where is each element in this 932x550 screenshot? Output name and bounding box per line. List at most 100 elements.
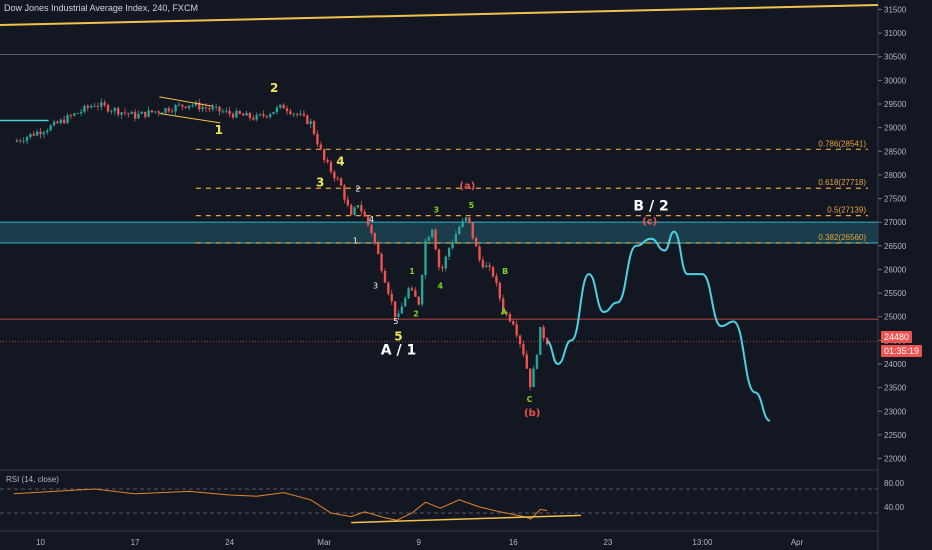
candle-body — [373, 233, 377, 243]
wave-label: 2 — [270, 81, 278, 95]
candle-body — [343, 185, 346, 200]
candle-body — [93, 105, 96, 107]
candle-body — [478, 246, 481, 261]
fib-level-label: 0.786(28541) — [818, 139, 866, 148]
candle-body — [56, 121, 59, 124]
candle-body — [221, 111, 225, 113]
candle-body — [238, 110, 241, 114]
wave-label: 4 — [438, 281, 444, 290]
candle-body — [329, 162, 333, 172]
y-tick-label: 28000 — [884, 171, 907, 180]
candle-body — [231, 113, 235, 118]
candle-body — [127, 113, 130, 115]
rsi-divergence-line — [351, 514, 581, 524]
candle-body — [441, 266, 444, 269]
wave-label: 4 — [336, 154, 344, 168]
fib-level-label: 0.5(27139) — [827, 206, 866, 215]
x-tick-label: 17 — [131, 538, 140, 547]
candle-body — [383, 270, 387, 283]
candle-body — [542, 327, 545, 339]
candle-body — [171, 111, 174, 113]
candle-body — [25, 136, 29, 141]
candle-body — [518, 335, 522, 345]
candle-body — [29, 133, 32, 137]
candle-body — [204, 107, 208, 109]
wave-label: 1 — [353, 236, 358, 245]
candle-body — [501, 298, 505, 313]
candle-body — [377, 242, 380, 255]
y-tick-label: 27500 — [884, 195, 907, 204]
candle-body — [157, 111, 160, 113]
candle-body — [117, 108, 120, 115]
rsi-tick-label: 40.00 — [884, 503, 905, 512]
candle-body — [447, 248, 451, 257]
candle-body — [295, 113, 299, 115]
candle-body — [323, 149, 326, 161]
candle-body — [110, 111, 113, 112]
candle-body — [144, 111, 147, 117]
candle-body — [400, 306, 404, 314]
x-tick-label: 23 — [603, 538, 612, 547]
candle-body — [214, 106, 218, 108]
candle-body — [245, 112, 248, 116]
candle-body — [427, 237, 431, 241]
candle-body — [113, 108, 116, 112]
wave-label: (c) — [642, 217, 657, 228]
rsi-tick-label: 80.00 — [884, 479, 905, 488]
wave-label: 4 — [369, 215, 374, 224]
candle-body — [363, 211, 366, 217]
candle-body — [49, 125, 52, 131]
candle-body — [410, 288, 414, 291]
candle-body — [265, 115, 268, 117]
y-tick-label: 26500 — [884, 242, 907, 251]
candle-body — [252, 117, 255, 120]
candle-body — [208, 108, 211, 110]
candle-body — [353, 207, 356, 215]
candle-body — [187, 105, 191, 108]
candle-body — [79, 111, 83, 114]
y-tick-label: 25500 — [884, 289, 907, 298]
wave-label: (b) — [524, 408, 540, 419]
candle-body — [481, 260, 485, 268]
candle-body — [282, 104, 285, 109]
candle-body — [309, 121, 312, 124]
candle-body — [184, 106, 187, 108]
candle-body — [404, 298, 407, 307]
candle-body — [100, 102, 103, 107]
wave-label: 3 — [373, 281, 378, 290]
y-tick-label: 29500 — [884, 100, 907, 109]
candle-body — [535, 354, 539, 369]
candle-body — [248, 112, 252, 118]
candle-body — [299, 113, 302, 115]
candle-body — [289, 111, 292, 115]
candle-body — [194, 102, 198, 106]
candle-body — [181, 104, 184, 107]
candle-body — [339, 178, 343, 186]
candle-body — [491, 267, 495, 277]
candle-body — [83, 105, 86, 112]
candle-body — [19, 140, 22, 142]
candle-body — [366, 216, 370, 225]
candle-body — [211, 107, 214, 110]
candle-body — [532, 368, 535, 388]
wedge-line — [159, 112, 221, 124]
candle-body — [225, 110, 228, 112]
candle-body — [302, 113, 306, 116]
candle-body — [133, 111, 137, 119]
candle-body — [451, 242, 454, 249]
candle-body — [59, 119, 62, 124]
candle-body — [444, 256, 447, 269]
candle-body — [387, 282, 390, 294]
candle-body — [228, 110, 231, 114]
candle-body — [370, 224, 373, 234]
candle-body — [96, 105, 100, 107]
candle-body — [393, 301, 397, 317]
candle-body — [150, 110, 154, 113]
candle-body — [255, 115, 258, 120]
wave-label: A — [501, 307, 508, 316]
last-price-tag: 24480 — [881, 331, 913, 343]
candle-body — [201, 107, 204, 110]
candle-body — [437, 249, 441, 267]
candle-body — [414, 290, 417, 297]
